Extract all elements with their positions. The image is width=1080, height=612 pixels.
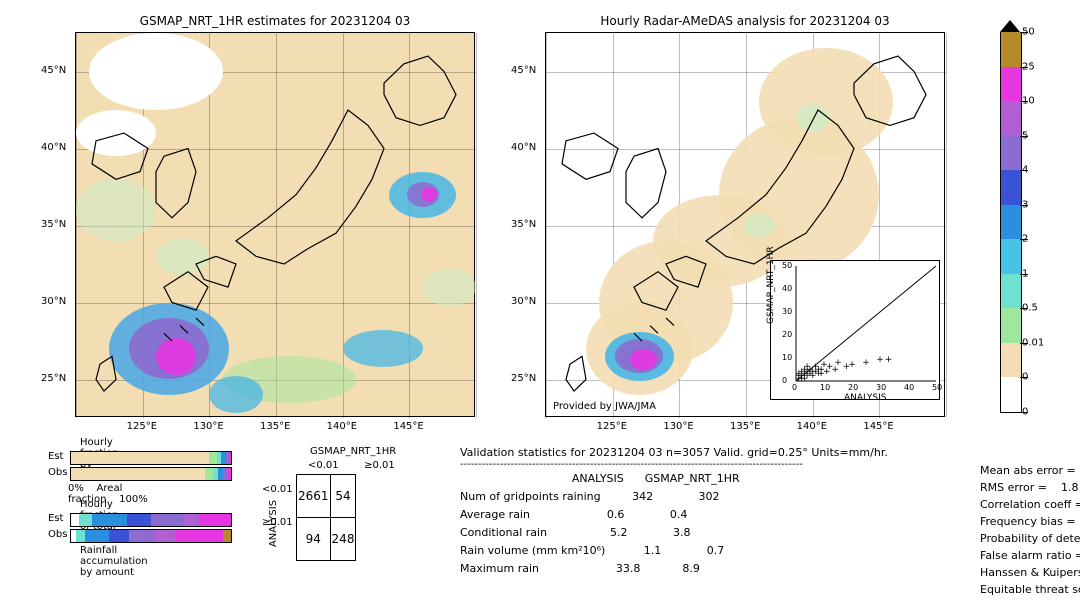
validation-stats: Validation statistics for 20231204 03 n=… [460, 446, 888, 578]
provider-text: Provided by JWA/JMA [553, 401, 656, 412]
map-left-title: GSMAP_NRT_1HR estimates for 20231204 03 [75, 14, 475, 28]
validation-title: Validation statistics for 20231204 03 n=… [460, 446, 888, 459]
scatter-inset: 0010102020303040405050++++++++++++++++++… [770, 260, 940, 400]
map-left-panel [75, 32, 475, 417]
map-right-title: Hourly Radar-AMeDAS analysis for 2023120… [545, 14, 945, 28]
